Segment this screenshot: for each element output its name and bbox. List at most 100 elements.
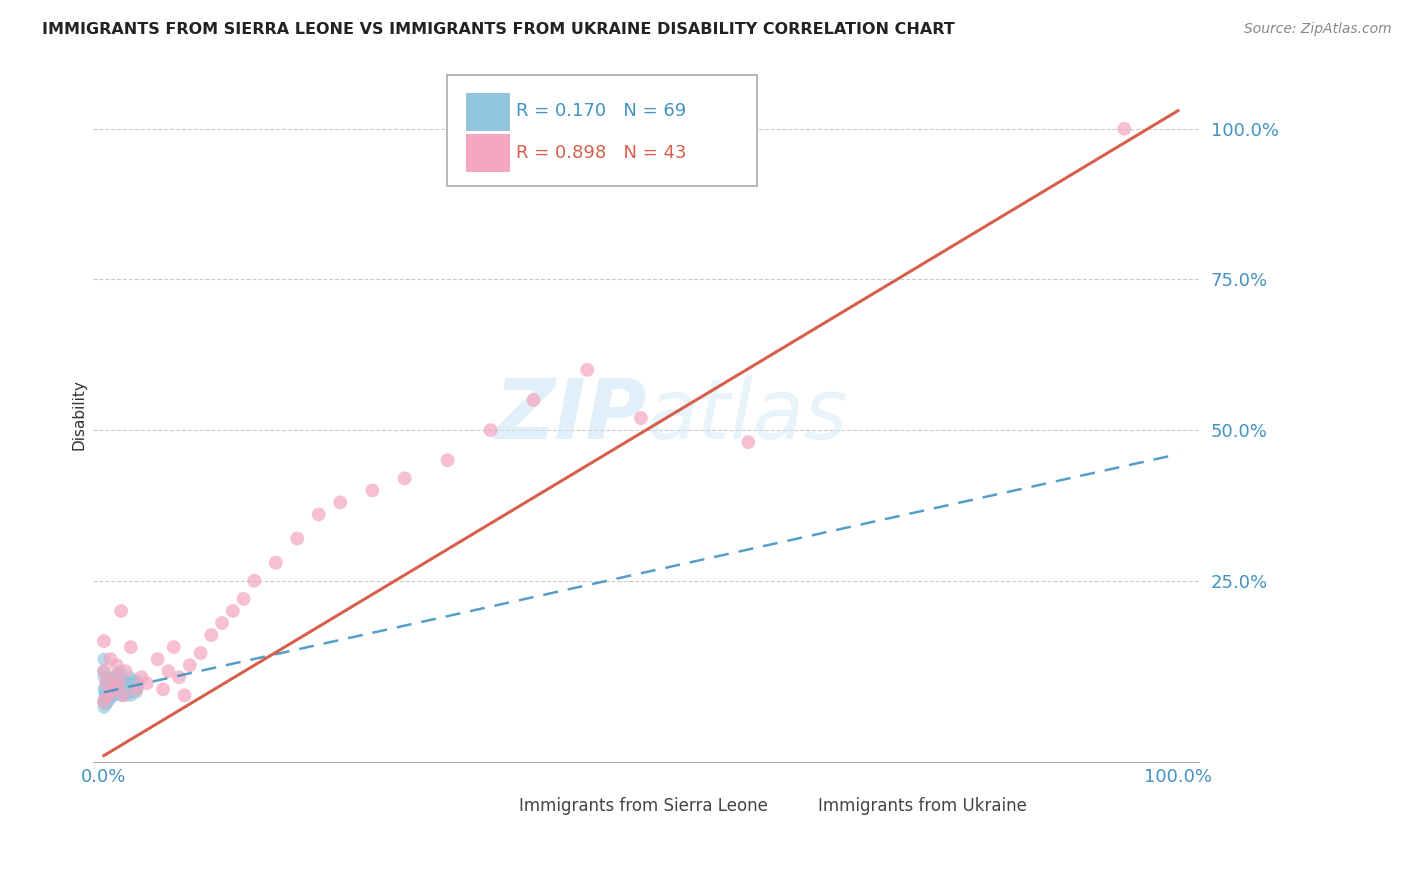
Point <box>108 682 131 697</box>
Point <box>93 670 115 684</box>
Point <box>737 435 759 450</box>
Point <box>100 679 122 693</box>
FancyBboxPatch shape <box>465 93 510 131</box>
Point <box>361 483 384 498</box>
FancyBboxPatch shape <box>489 797 517 815</box>
Point <box>101 685 124 699</box>
Point <box>122 679 145 693</box>
Point <box>135 676 157 690</box>
Point <box>98 691 121 706</box>
Point <box>112 679 135 693</box>
Point <box>93 634 115 648</box>
Point <box>96 688 118 702</box>
Point <box>264 556 287 570</box>
FancyBboxPatch shape <box>465 135 510 172</box>
Point <box>98 682 121 697</box>
Point <box>630 411 652 425</box>
Point <box>108 664 131 678</box>
Point <box>93 694 115 708</box>
Point <box>93 664 115 678</box>
Point <box>114 682 136 697</box>
Point <box>115 685 138 699</box>
Point <box>105 682 128 697</box>
Point <box>98 652 121 666</box>
Point <box>98 688 121 702</box>
Point <box>163 640 186 654</box>
Point <box>112 673 135 688</box>
Point <box>97 694 120 708</box>
Point <box>101 688 124 702</box>
Point <box>211 615 233 630</box>
Point <box>93 694 115 708</box>
Point <box>173 688 195 702</box>
Text: 0.0%: 0.0% <box>82 768 127 786</box>
FancyBboxPatch shape <box>447 76 756 186</box>
Point <box>108 676 131 690</box>
Text: R = 0.170   N = 69: R = 0.170 N = 69 <box>516 103 686 120</box>
Point <box>125 682 148 697</box>
Point <box>104 670 127 684</box>
Point <box>103 673 125 688</box>
Text: Immigrants from Ukraine: Immigrants from Ukraine <box>818 797 1026 815</box>
Point <box>94 698 117 712</box>
Point <box>110 676 132 690</box>
Point <box>96 673 118 688</box>
Point <box>98 676 121 690</box>
Point <box>152 682 174 697</box>
Point <box>1114 121 1136 136</box>
Text: IMMIGRANTS FROM SIERRA LEONE VS IMMIGRANTS FROM UKRAINE DISABILITY CORRELATION C: IMMIGRANTS FROM SIERRA LEONE VS IMMIGRAN… <box>42 22 955 37</box>
Text: Source: ZipAtlas.com: Source: ZipAtlas.com <box>1244 22 1392 37</box>
Point <box>93 700 115 714</box>
Point <box>124 673 146 688</box>
Point <box>200 628 222 642</box>
Point <box>105 685 128 699</box>
Point <box>114 664 136 678</box>
Point <box>104 688 127 702</box>
Point <box>436 453 458 467</box>
Point <box>118 670 141 684</box>
Point <box>94 685 117 699</box>
Text: Immigrants from Sierra Leone: Immigrants from Sierra Leone <box>519 797 768 815</box>
Point <box>100 670 122 684</box>
Point <box>107 679 129 693</box>
Point <box>97 685 120 699</box>
Point <box>121 685 143 699</box>
Point <box>522 392 544 407</box>
Point <box>110 604 132 618</box>
Point <box>107 667 129 681</box>
Point <box>243 574 266 588</box>
Point <box>120 688 142 702</box>
Point <box>190 646 212 660</box>
Point <box>93 652 115 666</box>
Point <box>98 679 121 693</box>
Point <box>146 652 169 666</box>
Point <box>94 685 117 699</box>
Point <box>108 676 131 690</box>
Point <box>101 682 124 697</box>
Point <box>103 676 125 690</box>
Point <box>127 676 149 690</box>
Point <box>104 673 127 688</box>
Point <box>112 688 135 702</box>
Point <box>179 658 201 673</box>
Point <box>122 676 145 690</box>
Point <box>329 495 352 509</box>
Point <box>232 591 254 606</box>
Point <box>394 471 416 485</box>
Text: R = 0.898   N = 43: R = 0.898 N = 43 <box>516 145 686 162</box>
Point <box>110 688 132 702</box>
Point <box>222 604 245 618</box>
Point <box>104 682 127 697</box>
Point <box>101 676 124 690</box>
Point <box>104 676 127 690</box>
Point <box>97 682 120 697</box>
Text: 100.0%: 100.0% <box>1144 768 1212 786</box>
Text: atlas: atlas <box>647 375 848 456</box>
Point <box>105 658 128 673</box>
Point <box>114 688 136 702</box>
Point <box>120 640 142 654</box>
Point <box>167 670 190 684</box>
Point <box>94 679 117 693</box>
Point <box>308 508 330 522</box>
Point <box>97 688 120 702</box>
